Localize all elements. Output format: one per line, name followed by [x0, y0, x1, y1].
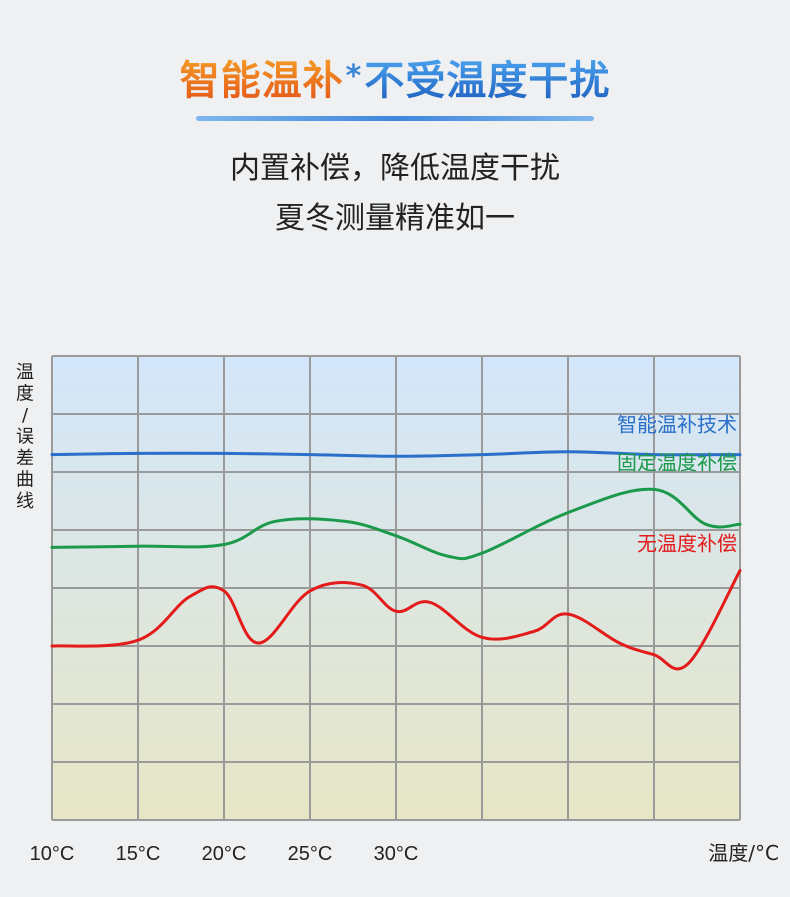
y-axis-label-char: 误 — [16, 427, 34, 448]
subtitle-line-1: 内置补偿，降低温度干扰 — [230, 151, 560, 186]
x-tick-label: 25°C — [288, 843, 333, 865]
x-tick-label: 10°C — [30, 843, 75, 865]
legend-label: 智能温补技术 — [617, 413, 737, 437]
title-underline — [196, 116, 594, 121]
x-tick-label: 20°C — [202, 843, 247, 865]
series-line — [50, 450, 742, 458]
series-line — [50, 487, 742, 561]
x-axis-label: 温度/°C — [708, 841, 779, 865]
y-axis-label-char: 曲 — [16, 470, 34, 491]
legend-label: 固定温度补偿 — [617, 450, 737, 474]
y-axis-label-char: 度 — [16, 384, 34, 405]
y-axis-label-char: 差 — [16, 448, 34, 469]
y-axis-label-char: 温 — [16, 362, 34, 383]
legend-label: 无温度补偿 — [637, 532, 737, 556]
title-main: 不受温度干扰 — [364, 58, 611, 104]
y-axis-label-char: / — [22, 405, 29, 426]
page-title: 智能温补*不受温度干扰 — [0, 48, 790, 106]
subtitle-line-2: 夏冬测量精准如一 — [275, 201, 515, 236]
series-line — [50, 569, 742, 671]
title-highlight: 智能温补 — [179, 58, 344, 104]
x-tick-label: 15°C — [116, 843, 161, 865]
y-axis-label-char: 线 — [16, 491, 34, 512]
x-tick-label: 30°C — [374, 843, 419, 865]
title-star: * — [345, 59, 363, 94]
